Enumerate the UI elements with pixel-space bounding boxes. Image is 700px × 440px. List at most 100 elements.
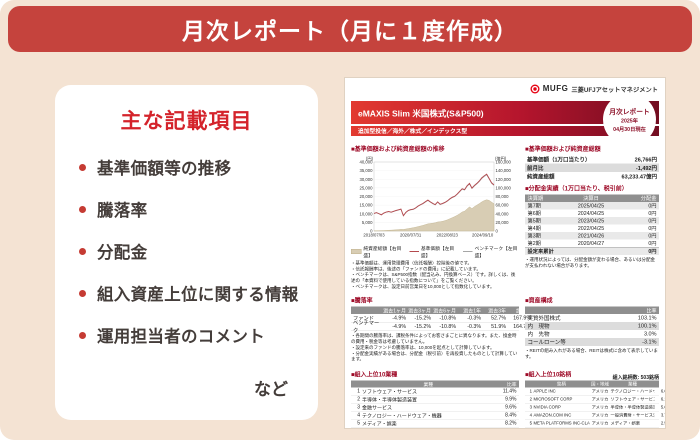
table-row: 基準価額（1万口当たり） 26,766円 — [525, 155, 659, 164]
card-title: 主な記載項目 — [120, 110, 253, 133]
note-line: ・分配金実績がある場合は、分配金（税引前）を再投資したものとして計算しています。 — [351, 350, 518, 362]
note-line: ・運用状況によっては、分配金額が変わる場合、あるいは分配金が支払われない場合があ… — [525, 257, 656, 268]
row-label: 純資産総額 — [527, 173, 555, 180]
mufg-wordmark: MUFG — [542, 84, 569, 94]
brand-row: MUFG 三菱UFJアセットマネジメント — [530, 84, 658, 94]
svg-text:2022/08/23: 2022/08/23 — [437, 233, 459, 238]
bullet-icon — [79, 247, 86, 255]
table-row: 設定来累計 0円 — [525, 247, 659, 255]
row-value: 3.0% — [643, 331, 657, 338]
sector-table: 1 ソフトウェア・サービス 11.4% 2 半導体・半導体製造装置 9.9% — [351, 387, 519, 428]
perf-table-header: 過去1ヶ月 過去3ヶ月 過去6ヶ月 過去1年 過去3年 設定来 — [351, 306, 531, 315]
table-row: 4 テクノロジー・ハードウェア・機器 8.4% — [351, 411, 519, 420]
svg-text:20,000: 20,000 — [360, 194, 374, 199]
table-row: 前月比 -1,492円 — [525, 163, 659, 172]
svg-text:35,000: 35,000 — [360, 168, 374, 173]
note-line: ・ベンチマークは、S&P500指数（配当込み、円換算ベース）です。詳しくは、後述… — [351, 272, 516, 284]
table-row: 5 メディア・娯楽 8.2% — [351, 419, 519, 428]
row-label: 前月比 — [527, 165, 544, 172]
note-line: ・信託報酬率は、後述の「ファンドの費用」に記載しています。 — [351, 266, 481, 272]
chart-notes: ・基準価額は、運用管理費用（信託報酬）控除後の値です。 ・信託報酬率は、後述の「フ… — [351, 261, 519, 290]
column-header: 過去6ヶ月 — [433, 308, 456, 315]
table-row: 第7期 2025/04/25 0円 — [525, 202, 659, 210]
column-header: 過去3年 — [488, 308, 506, 315]
report-thumbnail[interactable]: MUFG 三菱UFJアセットマネジメント eMAXIS Slim 米国株式(S&… — [345, 78, 665, 428]
row-value: 100.1% — [637, 323, 657, 330]
badge-title: 月次レポート — [609, 108, 650, 116]
svg-text:25,000: 25,000 — [360, 185, 374, 190]
perf-table-title: ■騰落率 — [351, 297, 373, 305]
column-header: 過去1ヶ月 — [383, 308, 406, 315]
page-title-banner: 月次レポート（月に１度作成） — [8, 6, 692, 52]
banner-divider — [351, 124, 659, 126]
table-row: 3 NVIDIA CORP アメリカ 半導体・半導体製造装置 5.6% — [525, 403, 665, 412]
dividend-table-header: 決算期 決算日 分配金 — [525, 194, 659, 202]
fund-title: eMAXIS Slim 米国株式(S&P500) — [358, 108, 484, 119]
legend-label: 純資産総額【右目盛】 — [363, 246, 402, 259]
list-item: 組入資産上位に関する情報 — [79, 281, 318, 305]
table-row: 実質外国株式 103.1% — [525, 314, 659, 322]
list-item: 運用担当者のコメント — [79, 323, 318, 347]
svg-text:2020/07/31: 2020/07/31 — [400, 233, 422, 238]
note-line: ・基準価額は、運用管理費用（信託報酬）控除後の値です。 — [351, 260, 473, 266]
nav-chart: 0 5,000 10,000 15,000 20,000 25,000 30,000 35,0… — [360, 155, 512, 238]
column-header: 業種 — [423, 381, 433, 388]
etc-label: など — [254, 380, 288, 399]
bullet-icon — [79, 331, 86, 339]
column-header: 比率 — [655, 381, 665, 388]
note-line: ・設定来のファンドの騰落率は、10,000を起点として計算しています。 — [351, 344, 495, 350]
table-row: 3 金融サービス 9.6% — [351, 403, 519, 412]
table-row: 6 医薬品・バイオテクノ・ライフ 6.0% — [351, 427, 519, 428]
table-row: 2 MICROSOFT CORP アメリカ ソフトウェア・サービス 6.1% — [525, 395, 665, 404]
table-row: 純資産総額 63,233.47億円 — [525, 172, 659, 181]
table-row: 4 AMAZON.COM INC アメリカ 一般消費財・サービス流通・小売り 3… — [525, 411, 665, 420]
table-row: 第5期 2023/04/25 0円 — [525, 217, 659, 225]
svg-text:80,000: 80,000 — [496, 194, 510, 199]
svg-text:120,000: 120,000 — [496, 177, 512, 182]
dividend-table: 第7期 2025/04/25 0円 第6期 2024/04/25 0円 — [525, 202, 659, 255]
table-row: 1 APPLE INC アメリカ テクノロジー・ハードウェア・機器 6.6% — [525, 387, 665, 396]
note-line: ・REITの組み入れがある場合、REITは株式に含めて表示しています。 — [525, 348, 658, 360]
svg-text:40,000: 40,000 — [496, 211, 510, 216]
list-item-label: 組入資産上位に関する情報 — [97, 286, 299, 304]
mufg-logo-icon — [530, 84, 540, 94]
perf-notes: ・各期間の騰落率は、課税条件によってお客さまごとに異なります。また、換金時の費用… — [351, 333, 519, 362]
row-label: 基準価額（1万口当たり） — [527, 156, 591, 163]
dividend-table-title: ■分配金実績（1万口当たり、税引前） — [525, 185, 628, 192]
table-row: 第3期 2021/04/26 0円 — [525, 232, 659, 240]
column-header: 比率 — [506, 381, 517, 388]
sector-table-header: 業種 比率 — [351, 380, 519, 388]
table-row: 1 ソフトウェア・サービス 11.4% — [351, 387, 519, 396]
table-row: 6 ALPHABET INC-CL A アメリカ メディア・娯楽 2.1% — [525, 427, 659, 428]
list-item: 基準価額等の推移 — [79, 155, 318, 179]
gray-line-swatch-icon — [463, 251, 473, 252]
legend-label: ベンチマーク【左目盛】 — [474, 246, 518, 259]
company-name: 三菱UFJアセットマネジメント — [571, 86, 658, 94]
chart-legend: 純資産総額【右目盛】 基準価額【左目盛】 ベンチマーク【左目盛】 — [351, 245, 519, 259]
chart-section-title: ■基準価額および純資産総額の推移 — [351, 145, 445, 153]
svg-text:15,000: 15,000 — [360, 203, 374, 208]
row-value: 63,233.47億円 — [621, 173, 657, 180]
holdings-table-header: 銘柄 国・地域 業種 比率 — [525, 380, 665, 388]
report-body: ■基準価額および純資産総額の推移 0 5,000 10,000 15,000 20,00… — [351, 141, 665, 428]
column-header: 業種 — [627, 381, 637, 387]
table-row: 内 先物 3.0% — [525, 330, 659, 338]
row-value: -3.1% — [642, 339, 657, 346]
svg-text:60,000: 60,000 — [496, 203, 510, 208]
row-label: 実質外国株式 — [527, 315, 561, 322]
svg-text:(円): (円) — [366, 156, 374, 162]
svg-text:40,000: 40,000 — [360, 160, 374, 165]
list-item: 騰落率 — [79, 197, 318, 221]
svg-text:0: 0 — [370, 229, 373, 234]
key-items-card: 主な記載項目 基準価額等の推移 騰落率 分配金 — [55, 85, 318, 420]
table-row: コールローン等 -3.1% — [525, 338, 659, 347]
area-swatch-icon — [351, 249, 362, 254]
asset-table-header: 比率 — [525, 306, 659, 315]
list-item: 分配金 — [79, 239, 318, 263]
row-value: 103.1% — [637, 315, 657, 322]
svg-text:0: 0 — [496, 229, 499, 234]
row-label: 内 現物 — [527, 323, 550, 330]
table-row: ベンチマーク -4.9% -15.2% -10.8% -0.3% 51.9% 1… — [351, 320, 531, 334]
note-line: ・ベンチマークは、設定日前営業日を10,000として指数化しています。 — [351, 283, 495, 289]
